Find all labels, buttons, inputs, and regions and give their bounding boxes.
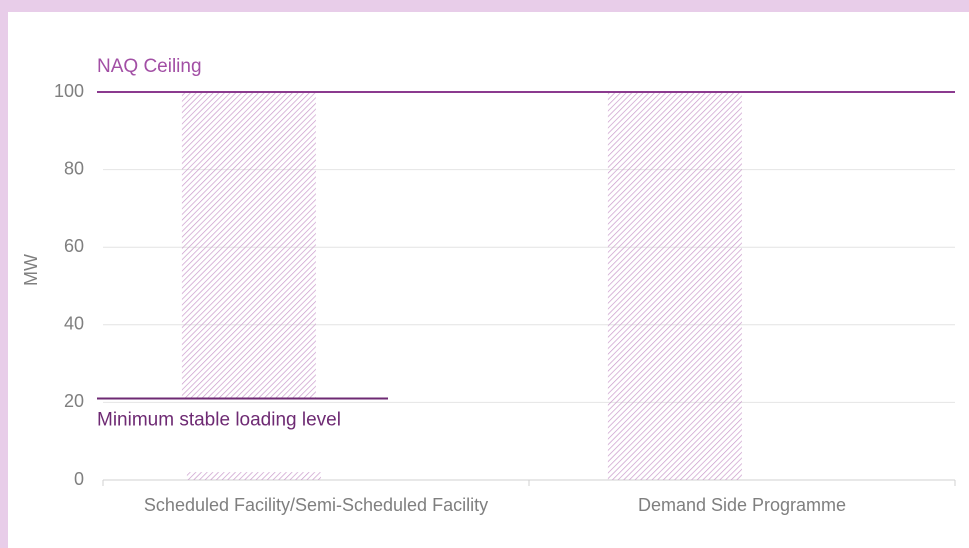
x-tick-label: Demand Side Programme xyxy=(638,495,846,515)
bar xyxy=(607,92,742,480)
y-tick-label: 60 xyxy=(64,236,84,256)
reference-label: NAQ Ceiling xyxy=(97,56,202,77)
y-tick-label: 80 xyxy=(64,158,84,178)
y-tick-label: 0 xyxy=(74,469,84,489)
panel xyxy=(8,12,969,548)
y-axis-label: MW xyxy=(21,254,41,286)
bar xyxy=(181,92,316,399)
y-tick-label: 20 xyxy=(64,391,84,411)
y-tick-label: 100 xyxy=(54,81,84,101)
reference-label: Minimum stable loading level xyxy=(97,410,341,431)
y-tick-label: 40 xyxy=(64,314,84,334)
bar xyxy=(186,472,321,480)
x-tick-label: Scheduled Facility/Semi-Scheduled Facili… xyxy=(144,495,488,515)
